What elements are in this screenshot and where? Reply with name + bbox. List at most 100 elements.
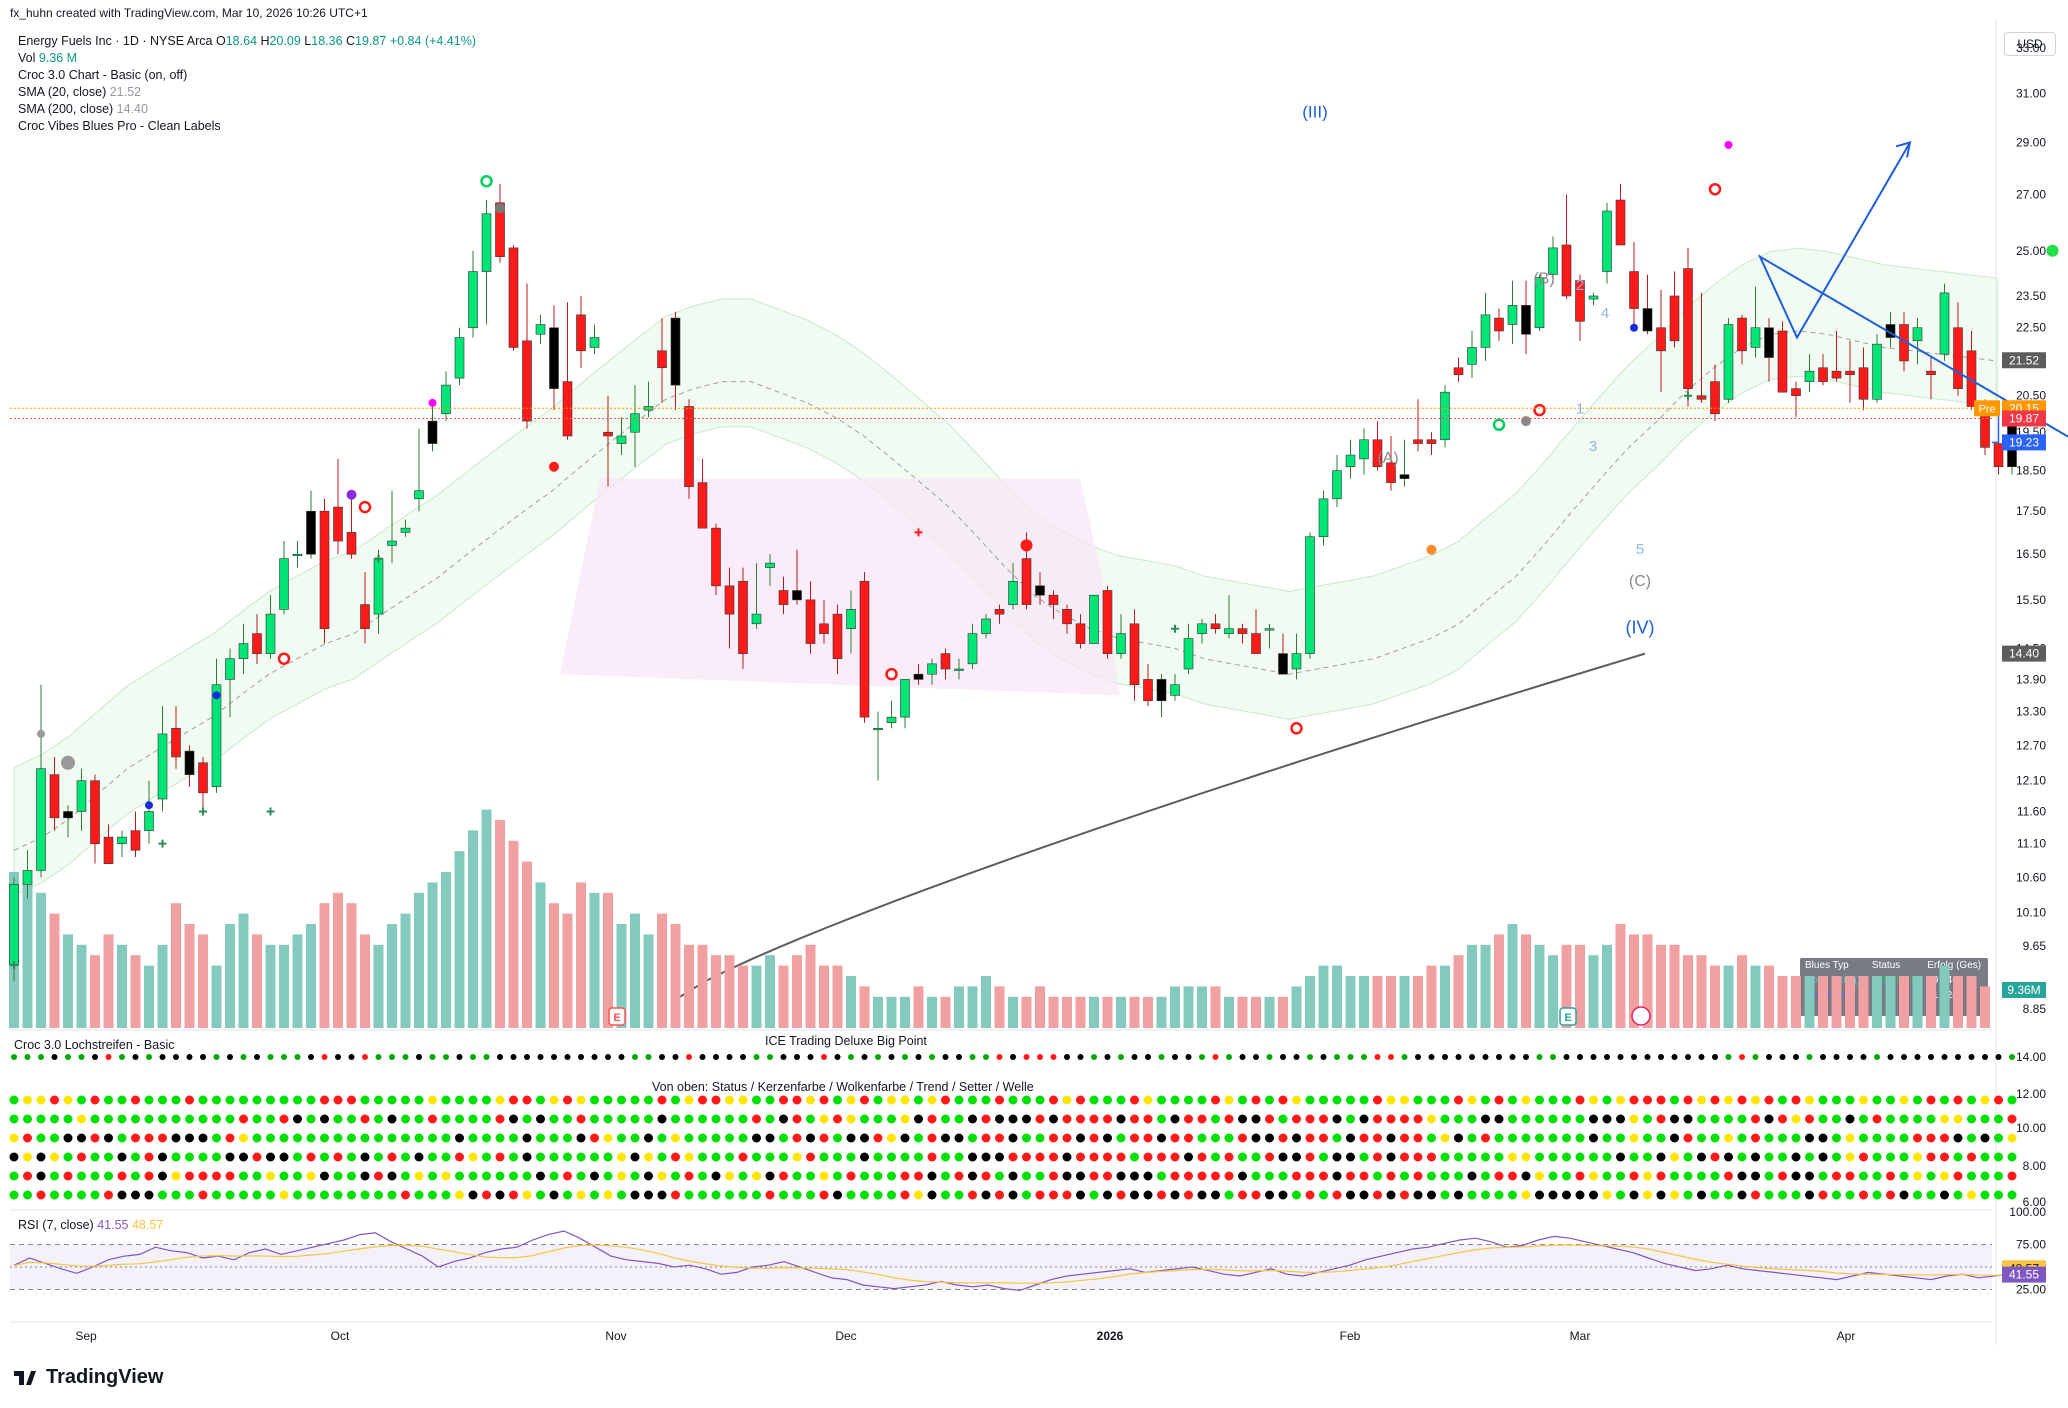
- volume-bar: [603, 892, 613, 1028]
- lochstreifen-dot: [456, 1054, 463, 1060]
- volume-bar: [630, 913, 640, 1028]
- volume-bar: [1939, 965, 1950, 1028]
- lochstreifen-dot: [1440, 1171, 1450, 1181]
- lochstreifen-label[interactable]: Croc 3.0 Lochstreifen - Basic: [14, 1038, 175, 1052]
- lochstreifen-dot: [1386, 1114, 1396, 1124]
- lochstreifen-dot: [645, 1054, 652, 1060]
- lochstreifen-dot: [1224, 1190, 1234, 1200]
- lochstreifen-dot: [522, 1171, 532, 1181]
- lochstreifen-dot: [1184, 1190, 1193, 1200]
- lochstreifen-dot: [1008, 1133, 1018, 1143]
- lochstreifen-dot: [644, 1190, 653, 1200]
- lochstreifen-dot: [185, 1095, 194, 1105]
- lochstreifen-dot: [1818, 1152, 1828, 1162]
- lochstreifen-dot: [1184, 1114, 1193, 1124]
- lochstreifen-dot: [1332, 1133, 1342, 1143]
- lochstreifen-dot: [792, 1133, 802, 1143]
- rsi-legend[interactable]: RSI (7, close) 41.55 48.57: [18, 1218, 163, 1232]
- lochstreifen-dot: [1764, 1171, 1774, 1181]
- vol-line[interactable]: Vol 9.36 M: [18, 50, 476, 67]
- lochstreifen-dot: [1616, 1133, 1625, 1143]
- symbol-name[interactable]: Energy Fuels Inc · 1D · NYSE Arca: [18, 34, 213, 48]
- magenta-dot-marker: [428, 398, 437, 407]
- price-tick-label: 27.00: [2016, 188, 2046, 202]
- lochstreifen-dot: [266, 1190, 275, 1200]
- lochstreifen-dot: [603, 1133, 613, 1143]
- lochstreifen-dot: [239, 1152, 248, 1162]
- lochstreifen-dot: [1616, 1171, 1625, 1181]
- lochstreifen-dot: [1496, 1054, 1502, 1060]
- lochstreifen-dot: [1265, 1190, 1274, 1200]
- lochstreifen-dot: [644, 1133, 653, 1143]
- lochstreifen-dot: [1440, 1095, 1450, 1105]
- lochstreifen-dot: [1818, 1114, 1828, 1124]
- candle-body: [1683, 268, 1693, 389]
- lochstreifen-dot: [578, 1054, 584, 1060]
- lochstreifen-dot: [779, 1171, 788, 1181]
- sma200-line[interactable]: SMA (200, close) 14.40: [18, 101, 476, 118]
- lochstreifen-dot: [672, 1054, 679, 1060]
- lochstreifen-dot: [1928, 1054, 1934, 1060]
- lochstreifen-dot: [1764, 1114, 1774, 1124]
- lochstreifen-dot: [198, 1095, 208, 1105]
- lochstreifen-dot: [1791, 1152, 1801, 1162]
- lochstreifen-dot: [198, 1114, 208, 1124]
- plus-marker: [1684, 391, 1692, 400]
- lochstreifen-dot: [752, 1171, 761, 1181]
- lochstreifen-dot: [1589, 1152, 1598, 1162]
- lochstreifen-dot: [1643, 1171, 1652, 1181]
- lochstreifen-dot: [1022, 1190, 1031, 1200]
- volume-bar: [1642, 934, 1653, 1028]
- symbol-line[interactable]: Energy Fuels Inc · 1D · NYSE Arca O18.64…: [18, 33, 476, 50]
- lochstreifen-dot: [1629, 1190, 1639, 1200]
- lochstreifen-dot: [279, 1133, 289, 1143]
- sma20-line[interactable]: SMA (20, close) 21.52: [18, 84, 476, 101]
- lochstreifen-dot: [1008, 1095, 1018, 1105]
- lochstreifen-dot: [1266, 1054, 1273, 1060]
- lochstreifen-dot: [1278, 1171, 1288, 1181]
- lochstreifen-dot: [1116, 1133, 1126, 1143]
- candle-body: [873, 727, 883, 731]
- lochstreifen-dot: [132, 1054, 139, 1060]
- lochstreifen-dot: [1103, 1095, 1112, 1105]
- tradingview-logo[interactable]: TradingView: [12, 1366, 163, 1389]
- time-axis-label: Dec: [835, 1329, 856, 1343]
- lochstreifen-dot: [630, 1133, 640, 1143]
- pre-label-bg: [1974, 400, 2000, 417]
- croc-vibes-line[interactable]: Croc Vibes Blues Pro - Clean Labels: [18, 119, 221, 133]
- lochstreifen-dot: [1413, 1095, 1423, 1105]
- projection-arrowhead: [1895, 141, 1912, 158]
- lochstreifen-dot: [576, 1133, 586, 1143]
- lochstreifen-dot: [171, 1095, 181, 1105]
- lochstreifen-dot: [1953, 1114, 1963, 1124]
- ice-label[interactable]: ICE Trading Deluxe Big Point: [765, 1034, 927, 1048]
- volume-bar: [130, 955, 141, 1028]
- volume-bar: [697, 944, 708, 1028]
- lochstreifen-dot: [50, 1114, 59, 1124]
- lochstreifen-dot: [1292, 1190, 1301, 1200]
- lochstreifen-dot: [1197, 1095, 1207, 1105]
- lochstreifen-dot: [320, 1190, 329, 1200]
- price-tick-label: 33.00: [2016, 41, 2046, 55]
- lochstreifen-dot: [279, 1152, 289, 1162]
- lochstreifen-dot: [1116, 1171, 1126, 1181]
- currency-button[interactable]: USD: [2004, 32, 2056, 56]
- lochstreifen-dot: [1926, 1133, 1936, 1143]
- lochstreifen-dot: [1170, 1095, 1180, 1105]
- lochstreifen-dot: [1494, 1133, 1504, 1143]
- candle-body: [279, 558, 289, 610]
- lochstreifen-dot: [24, 1054, 31, 1060]
- croc-chart-line[interactable]: Croc 3.0 Chart - Basic (on, off): [18, 68, 188, 82]
- candle-body: [1035, 585, 1045, 596]
- candle-body: [724, 585, 735, 615]
- lochstreifen-dot: [1913, 1133, 1922, 1143]
- wave-label-1-1: 1: [1576, 401, 1584, 418]
- lochstreifen-dot: [605, 1054, 611, 1060]
- lochstreifen-dot: [1656, 1095, 1666, 1105]
- lochstreifen-dot: [1373, 1152, 1382, 1162]
- lochstreifen-dot: [698, 1114, 707, 1124]
- lochstreifen-dot: [387, 1152, 397, 1162]
- lochstreifen-dot: [1359, 1133, 1369, 1143]
- lochstreifen-dot: [603, 1190, 613, 1200]
